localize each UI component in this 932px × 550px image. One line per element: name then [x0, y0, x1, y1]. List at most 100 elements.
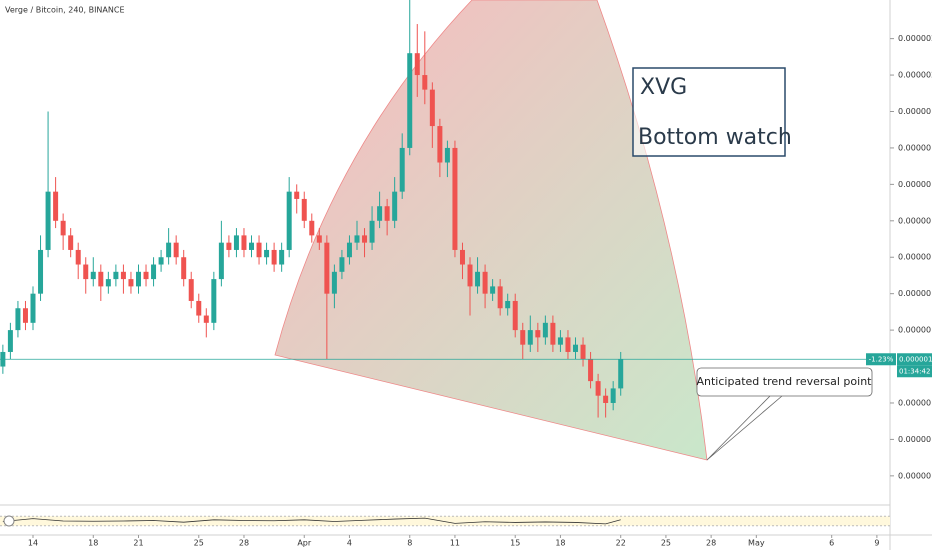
- callout-box: [696, 367, 873, 397]
- y-tick-label: 0.00000195: [898, 107, 932, 116]
- candle-body: [188, 279, 194, 301]
- x-tick-label: 8: [407, 539, 412, 548]
- x-tick-label: 4: [347, 539, 352, 548]
- candle-body: [173, 242, 179, 258]
- candle-body: [603, 395, 609, 403]
- candle-body: [414, 53, 420, 76]
- candle-body: [550, 322, 556, 345]
- candle-body: [557, 337, 563, 345]
- x-tick-label: 14: [28, 539, 38, 548]
- symbol-title: Verge / Bitcoin, 240, BINANCE: [5, 6, 125, 15]
- candle-body: [467, 264, 473, 287]
- y-tick-label: 0.00000150: [898, 435, 932, 444]
- candle-body: [618, 359, 624, 389]
- change-badge: [866, 353, 896, 366]
- candle-body: [233, 235, 239, 250]
- candle-body: [15, 308, 21, 331]
- y-tick-label: 0.00000145: [898, 471, 932, 480]
- candle-body: [399, 147, 405, 192]
- candle-body: [113, 271, 119, 280]
- candle-body: [203, 315, 209, 323]
- candle-body: [580, 344, 586, 360]
- candle-body: [256, 242, 262, 258]
- indicator-band: [0, 516, 890, 526]
- indicator-line: [2, 517, 621, 525]
- candle-body: [68, 235, 74, 250]
- x-tick-label: 9: [874, 539, 879, 548]
- x-tick-label: 6: [829, 539, 834, 548]
- y-tick-label: 0.00000205: [898, 34, 932, 43]
- candle-body: [384, 206, 390, 221]
- candle-body: [135, 271, 141, 287]
- callout-pointer: [706, 395, 783, 461]
- price-badge: [897, 353, 932, 366]
- candle-body: [452, 147, 458, 250]
- candle-body: [196, 300, 202, 316]
- candle-body: [7, 330, 13, 352]
- candle-body: [105, 279, 111, 287]
- candle-body: [331, 271, 337, 294]
- x-tick-label: 25: [661, 539, 671, 548]
- candle-body: [264, 249, 270, 258]
- candle-body: [610, 388, 616, 403]
- x-tick-label: 21: [133, 539, 143, 548]
- candle-body: [407, 53, 413, 148]
- candle-body: [520, 330, 526, 345]
- candle-body: [271, 249, 277, 265]
- candle-body: [22, 308, 28, 323]
- candle-body: [475, 271, 481, 287]
- y-tick-label: 0.00000190: [898, 143, 932, 152]
- candle-body: [527, 330, 533, 345]
- candle-body: [226, 242, 232, 250]
- candle-body: [482, 271, 488, 294]
- candle-body: [377, 206, 383, 221]
- candle-body: [286, 191, 292, 250]
- candle-body: [490, 286, 496, 294]
- candle-body: [98, 271, 104, 287]
- candle-body: [324, 242, 330, 294]
- candle-body: [60, 220, 66, 236]
- candle-body: [437, 126, 443, 163]
- x-tick-label: 22: [616, 539, 626, 548]
- y-tick-label: 0.00000170: [898, 289, 932, 298]
- x-tick-label: 18: [88, 539, 98, 548]
- candle-body: [595, 381, 601, 396]
- candle-body: [211, 279, 217, 323]
- change-label: -1.23%: [869, 355, 894, 363]
- note-text: Bottom watch: [638, 125, 792, 150]
- x-tick-label: 28: [706, 539, 716, 548]
- candle-body: [535, 330, 541, 338]
- candle-body: [309, 220, 315, 236]
- countdown-label: 01:34:42: [899, 367, 930, 375]
- x-tick-label: 25: [194, 539, 204, 548]
- countdown-badge: [897, 365, 932, 378]
- x-tick-label: Apr: [297, 539, 312, 548]
- y-tick-label: 0.00000155: [898, 398, 932, 407]
- candle-body: [158, 257, 164, 265]
- y-tick-label: 0.00000200: [898, 71, 932, 80]
- x-tick-label: 11: [450, 539, 460, 548]
- callout-text: Anticipated trend reversal point: [697, 375, 873, 388]
- candle-body: [83, 264, 89, 280]
- candle-body: [505, 300, 511, 309]
- x-tick-label: 18: [555, 539, 565, 548]
- candle-body: [128, 279, 134, 287]
- candle-body: [316, 235, 322, 243]
- candle-body: [573, 344, 579, 352]
- candle-body: [279, 249, 285, 265]
- y-tick-label: 0.00000185: [898, 180, 932, 189]
- fan-shape: [274, 0, 708, 461]
- candle-body: [369, 220, 375, 243]
- candle-body: [241, 235, 247, 250]
- price-label: 0.00000161: [899, 355, 932, 363]
- candle-body: [151, 264, 157, 280]
- y-tick-label: 0.00000175: [898, 253, 932, 262]
- x-tick-label: 15: [510, 539, 520, 548]
- candle-body: [53, 191, 59, 221]
- candle-body: [497, 286, 503, 309]
- y-tick-label: 0.00000165: [898, 326, 932, 335]
- candle-body: [346, 242, 352, 258]
- candle-body: [392, 191, 398, 221]
